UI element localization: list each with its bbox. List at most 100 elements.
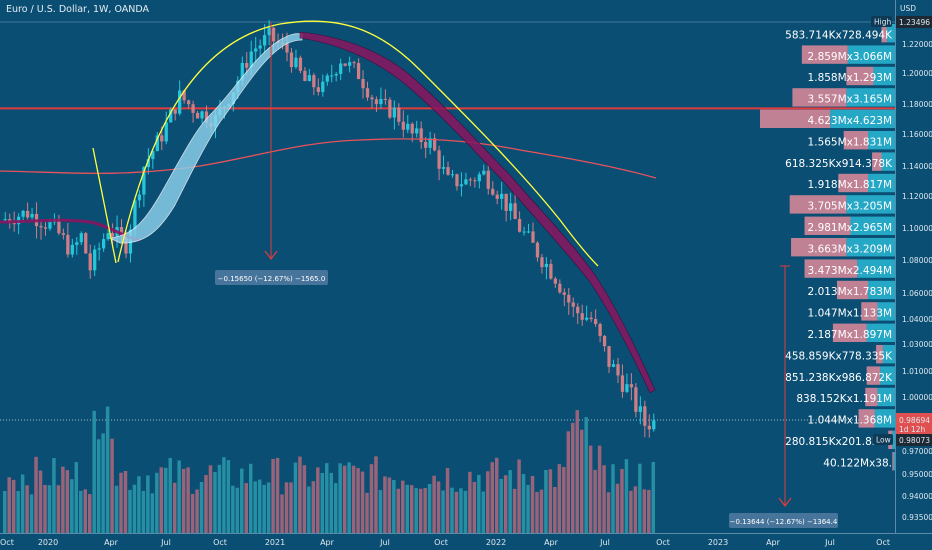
price-tick-label: 1.04000	[902, 315, 932, 324]
candle-body	[477, 174, 481, 182]
candle-body	[643, 406, 647, 426]
horizontal-level-line[interactable]	[0, 107, 895, 110]
volume-bar	[427, 483, 432, 533]
volume-profile-bar-a	[836, 280, 868, 300]
volume-bar	[633, 486, 638, 533]
moving-average-line	[0, 138, 657, 179]
volume-bar	[468, 471, 472, 533]
volume-bar	[450, 487, 454, 533]
volume-bar	[325, 463, 329, 533]
volume-bar	[155, 472, 159, 533]
candle-body	[101, 239, 106, 249]
volume-bar	[70, 479, 74, 533]
curve-arc	[117, 20, 599, 267]
volume-profile-bar-b	[830, 109, 895, 128]
candle-body	[106, 233, 110, 240]
volume-profile-bar-b	[874, 409, 895, 428]
current-price-value: 0.98694	[899, 416, 930, 425]
volume-bar	[34, 456, 38, 533]
volume-profile-bar-a	[846, 66, 874, 86]
volume-bar	[642, 489, 647, 533]
volume-bar	[481, 491, 486, 533]
volume-bar	[593, 469, 597, 533]
volume-bar	[302, 465, 307, 533]
volume-bar	[231, 485, 235, 533]
volume-bar	[432, 475, 436, 533]
volume-profile-bar-b	[846, 88, 895, 107]
volume-profile-bar-b	[892, 430, 895, 449]
candle-body	[370, 97, 374, 100]
candle-body	[482, 170, 486, 175]
volume-profile-bar-b	[847, 45, 895, 64]
volume-profile-label: 1.918Mx1.817M	[808, 179, 892, 191]
candle-body	[258, 45, 262, 49]
candle-body	[593, 319, 598, 325]
volume-bar	[566, 431, 571, 533]
volume-bar	[369, 464, 374, 533]
candle-body	[12, 222, 16, 225]
candle-body	[133, 200, 137, 230]
volume-profile-bar-b	[866, 323, 895, 342]
candle-body	[437, 150, 441, 169]
volume-bar	[454, 491, 459, 533]
candle-body	[21, 210, 25, 217]
volume-bar	[213, 472, 217, 533]
time-tick-label: 2020	[38, 538, 58, 547]
candle-body	[160, 135, 164, 142]
candle-body	[186, 100, 191, 105]
volume-bar	[141, 490, 146, 533]
candle-body	[330, 75, 334, 77]
volume-bar	[548, 469, 553, 533]
volume-bars	[3, 406, 655, 533]
volume-bar	[128, 489, 132, 533]
volume-bar	[11, 479, 16, 533]
volume-profile-bar-a	[876, 345, 883, 364]
volume-bar	[651, 461, 655, 533]
volume-bar	[405, 484, 410, 533]
volume-profile-bar-a	[872, 152, 882, 171]
candle-body	[249, 51, 253, 68]
volume-bar	[164, 467, 168, 533]
candle-body	[638, 406, 642, 412]
candle-body	[509, 203, 513, 211]
measure-label-2: −0.13644 (−12.67%) −1364.4	[730, 518, 838, 526]
measure-box-2	[729, 513, 838, 528]
candle-body	[173, 109, 177, 114]
candle-body	[580, 313, 584, 320]
volume-bar	[101, 433, 105, 533]
candle-body	[97, 248, 101, 250]
candle-body	[343, 63, 347, 66]
arc-leg-line	[92, 147, 117, 264]
volume-profile-label: 40.122Mx38.	[823, 457, 892, 469]
candle-body	[647, 425, 651, 430]
candle-body	[191, 104, 195, 113]
candle-body	[468, 179, 473, 181]
volume-bar	[123, 470, 128, 533]
volume-bar	[150, 493, 155, 533]
volume-profile-bar-a	[866, 366, 881, 385]
candle-body	[75, 242, 79, 245]
volume-bar	[7, 477, 11, 533]
price-tick-label: 0.94000	[902, 492, 932, 501]
volume-profile-label: 2.187Mx1.897M	[808, 329, 892, 341]
candle-body	[70, 244, 74, 255]
volume-bar	[222, 457, 226, 533]
volume-bar	[508, 470, 512, 533]
candle-body	[361, 78, 365, 89]
volume-bar	[280, 494, 284, 533]
volume-bar	[146, 475, 150, 533]
candle-body	[195, 112, 200, 119]
price-tick-label: 0.95000	[902, 470, 932, 479]
volume-bar	[257, 479, 262, 533]
candle-body	[558, 283, 562, 293]
volume-bar	[571, 422, 575, 533]
candle-body	[325, 75, 329, 82]
volume-bar	[253, 481, 257, 533]
candle-body	[620, 375, 625, 392]
low-value: 0.98073	[899, 436, 930, 445]
volume-bar	[25, 485, 29, 533]
price-tick-label: 1.06000	[902, 289, 932, 298]
volume-bar	[96, 439, 101, 533]
volume-profile-label: 838.152Kx1.191M	[796, 393, 892, 405]
